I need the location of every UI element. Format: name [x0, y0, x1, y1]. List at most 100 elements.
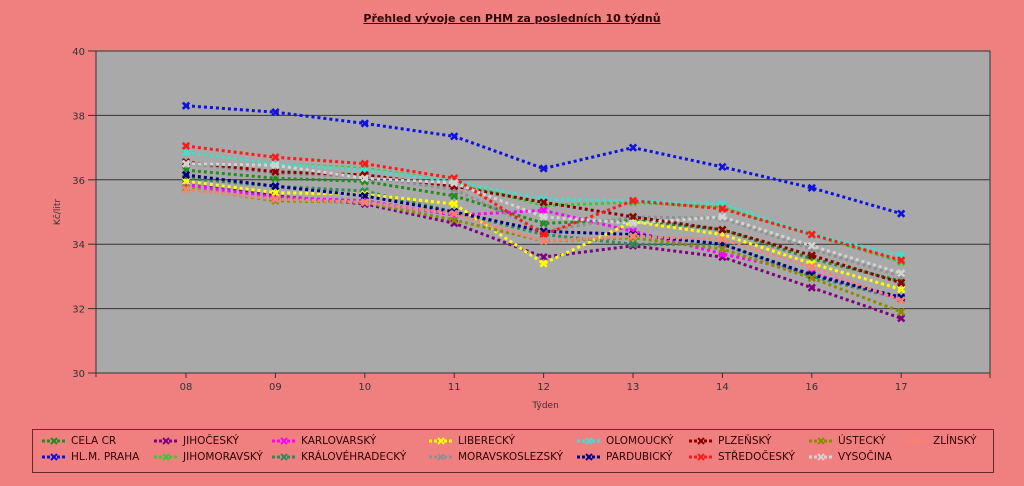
y-tick-label: 32 [72, 305, 85, 316]
data-point [271, 167, 280, 176]
data-point [897, 278, 906, 287]
legend-label: ZLÍNSKÝ [933, 435, 977, 447]
legend-swatch-icon [577, 437, 601, 445]
legend-label: KRÁLOVÉHRADECKÝ [301, 451, 407, 463]
data-point [539, 164, 548, 173]
data-point [628, 219, 638, 228]
data-point [271, 153, 280, 162]
data-point [807, 183, 816, 192]
data-point [450, 215, 459, 225]
series-zl-nsk- [181, 185, 906, 305]
data-point [271, 108, 280, 117]
legend-label: JIHOČESKÝ [183, 435, 239, 447]
legend-item: MORAVSKOSLEZSKÝ [428, 451, 563, 463]
legend-swatch-icon [154, 437, 178, 445]
legend-item: KARLOVARSKÝ [271, 435, 376, 447]
legend-item: JIHOČESKÝ [153, 435, 239, 447]
legend-swatch-icon [42, 453, 66, 461]
legend-label: STŘEDOČESKÝ [718, 451, 795, 463]
data-point [628, 240, 638, 249]
data-point [539, 259, 548, 268]
series-line [185, 183, 902, 301]
y-tick-label: 36 [72, 176, 85, 187]
data-point [271, 161, 280, 170]
legend-swatch-icon [689, 453, 713, 461]
data-point [628, 143, 638, 152]
legend-label: VYSOČINA [838, 451, 892, 463]
data-point [181, 141, 191, 151]
data-point [807, 241, 816, 250]
data-point [271, 195, 280, 204]
legend-item: CELA CR [41, 435, 116, 447]
legend-item: JIHOMORAVSKÝ [153, 451, 263, 463]
data-point [718, 244, 727, 254]
y-axis-title: Kč/litr [52, 199, 63, 225]
data-point [450, 209, 459, 218]
data-point [360, 191, 369, 201]
legend-label: MORAVSKOSLEZSKÝ [458, 451, 564, 463]
axes: 30 32 34 36 38 40 08 09 10 11 12 13 14 16 17 [72, 47, 991, 393]
chart-title: Přehled vývoje cen PHM za posledních 10 … [363, 12, 661, 25]
legend-label: ÚSTECKÝ [838, 435, 886, 447]
data-point [271, 182, 280, 191]
data-point [718, 225, 727, 234]
data-point [718, 212, 727, 221]
series-line [185, 162, 902, 275]
x-tick-label: 08 [180, 382, 193, 393]
data-point [181, 170, 191, 180]
data-point [360, 198, 369, 207]
y-tick-label: 38 [72, 111, 85, 122]
y-tick-label: 40 [72, 47, 85, 58]
x-tick-label: 13 [627, 382, 640, 393]
x-tick-label: 17 [895, 382, 908, 393]
data-point [181, 101, 191, 110]
data-point [807, 262, 816, 271]
data-point [539, 230, 548, 239]
legend-swatch-icon [809, 437, 833, 445]
data-point [718, 162, 727, 172]
data-point [897, 269, 906, 278]
legend-label: JIHOMORAVSKÝ [183, 451, 263, 463]
legend-item: ÚSTECKÝ [808, 435, 886, 447]
data-point [181, 159, 191, 168]
data-point [181, 185, 191, 194]
data-point [539, 252, 548, 262]
data-point [181, 148, 191, 157]
legend-item: PLZEŇSKÝ [688, 435, 771, 447]
series-vyso-ina [181, 159, 906, 278]
legend-label: OLOMOUCKÝ [606, 435, 674, 447]
legend-swatch-icon [429, 453, 453, 461]
legend-label: HL.M. PRAHA [71, 451, 140, 463]
data-point [718, 204, 727, 213]
data-point [897, 296, 906, 305]
legend-item: LIBERECKÝ [428, 435, 515, 447]
legend-swatch-icon [904, 437, 928, 445]
data-point [897, 307, 906, 316]
legend-label: KARLOVARSKÝ [301, 435, 377, 447]
legend-item: KRÁLOVÉHRADECKÝ [271, 451, 406, 463]
data-point [807, 251, 816, 260]
data-point [897, 285, 906, 294]
data-point [897, 256, 906, 265]
data-point [718, 235, 727, 244]
data-point [539, 212, 548, 221]
data-point [450, 191, 459, 201]
legend-item: PARDUBICKÝ [576, 451, 672, 463]
data-point [360, 174, 369, 183]
x-tick-label: 10 [358, 382, 371, 393]
legend-swatch-icon [577, 453, 601, 461]
data-point [539, 206, 548, 215]
data-point [539, 219, 548, 228]
x-tick-label: 14 [716, 382, 729, 393]
y-tick-label: 34 [72, 240, 85, 251]
legend-swatch-icon [42, 437, 66, 445]
legend-swatch-icon [154, 453, 178, 461]
x-tick-label: 11 [448, 382, 461, 393]
x-tick-label: 16 [805, 382, 818, 393]
series-hl-m-praha [181, 101, 906, 218]
series-layer [181, 101, 906, 323]
legend-item: STŘEDOČESKÝ [688, 451, 795, 463]
legend: CELA CR HL.M. PRAHA JIHOČESKÝ JIHOMORAVSKÝ K… [32, 429, 994, 473]
data-point [181, 177, 191, 186]
